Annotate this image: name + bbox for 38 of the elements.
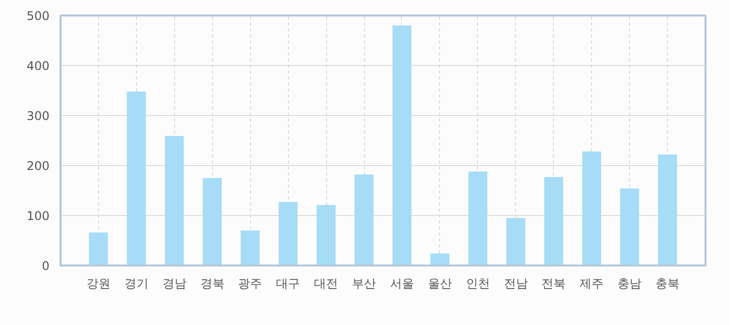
bar (126, 92, 146, 266)
bar (658, 154, 678, 266)
x-tick-label: 울산 (428, 276, 452, 290)
bar (430, 254, 450, 266)
bar (354, 174, 374, 266)
bar (544, 177, 564, 266)
x-tick-label: 광주 (238, 276, 262, 290)
bar (240, 230, 260, 266)
x-tick-label: 충남 (618, 276, 642, 290)
bar (88, 232, 108, 266)
x-tick-label: 경기 (124, 276, 148, 290)
x-tick-label: 경남 (162, 276, 186, 290)
y-tick-label: 400 (26, 59, 50, 73)
bar (468, 172, 488, 266)
bar (582, 152, 602, 266)
x-tick-label: 전북 (542, 276, 566, 290)
x-tick-label: 인천 (466, 276, 490, 290)
x-tick-label: 대구 (276, 276, 300, 290)
y-tick-label: 100 (26, 209, 50, 223)
x-tick-label: 대전 (314, 276, 338, 290)
x-tick-label: 제주 (580, 276, 604, 290)
bar (164, 136, 184, 266)
x-tick-label: 전남 (504, 276, 528, 290)
x-tick-label: 서울 (390, 276, 414, 290)
x-tick-label: 경북 (200, 276, 224, 290)
x-tick-label: 강원 (86, 276, 110, 290)
y-tick-label: 500 (26, 9, 50, 23)
bar (392, 26, 412, 266)
x-tick-label: 부산 (352, 276, 376, 290)
x-tick-label: 충북 (656, 276, 680, 290)
bar (506, 218, 526, 266)
bar (278, 202, 298, 266)
bar (620, 188, 640, 266)
bar (202, 178, 222, 266)
bar (316, 205, 336, 266)
y-tick-label: 200 (26, 159, 50, 173)
y-tick-label: 300 (26, 109, 50, 123)
y-tick-label: 0 (42, 259, 50, 273)
